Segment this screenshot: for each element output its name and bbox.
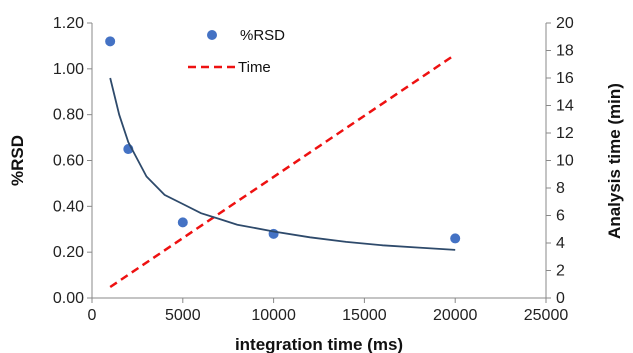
legend: %RSD Time — [188, 27, 285, 76]
y-right-tick-label: 18 — [556, 43, 574, 60]
y-left-tick-label: 0.20 — [53, 244, 84, 261]
rsd-data-point — [105, 36, 116, 47]
x-tick-label: 0 — [88, 307, 97, 324]
x-axis-title: integration time (ms) — [235, 335, 403, 353]
y-axis-left-title: %RSD — [8, 135, 27, 186]
y-right-tick-label: 2 — [556, 263, 565, 280]
y-right-tick-label: 8 — [556, 180, 565, 197]
y-left-tick-label: 1.00 — [53, 61, 84, 78]
y-right-tick-label: 4 — [556, 235, 565, 252]
y-right-tick-label: 12 — [556, 125, 574, 142]
y-right-tick-label: 20 — [556, 15, 574, 32]
x-tick-label: 20000 — [433, 307, 478, 324]
y-right-tick-label: 6 — [556, 208, 565, 225]
axes: 0 5000 10000 15000 20000 25000 0.00 0.20 0.40 0.6… — [8, 15, 624, 353]
x-tick-label: 10000 — [251, 307, 296, 324]
y-right-tick-label: 10 — [556, 153, 574, 170]
legend-rsd-label: %RSD — [240, 27, 285, 44]
legend-rsd-marker — [207, 30, 217, 40]
x-tick-label: 5000 — [165, 307, 201, 324]
y-left-tick-label: 0.60 — [53, 153, 84, 170]
x-tick-label: 25000 — [524, 307, 569, 324]
time-dashed-line — [109, 53, 456, 289]
series-layer — [105, 36, 461, 289]
y-left-tick-label: 0.40 — [53, 198, 84, 215]
y-right-tick-label: 0 — [556, 290, 565, 307]
rsd-data-point — [450, 233, 461, 244]
y-right-tick-label: 14 — [556, 98, 574, 115]
y-left-tick-label: 0.80 — [53, 107, 84, 124]
x-tick-label: 15000 — [342, 307, 387, 324]
y-right-tick-label: 16 — [556, 70, 574, 87]
rsd-data-point — [177, 217, 188, 228]
legend-time-label: Time — [238, 59, 271, 76]
y-left-tick-label: 1.20 — [53, 15, 84, 32]
y-left-tick-label: 0.00 — [53, 290, 84, 307]
y-axis-right-title: Analysis time (min) — [605, 83, 624, 239]
rsd-trend-curve — [109, 77, 456, 251]
